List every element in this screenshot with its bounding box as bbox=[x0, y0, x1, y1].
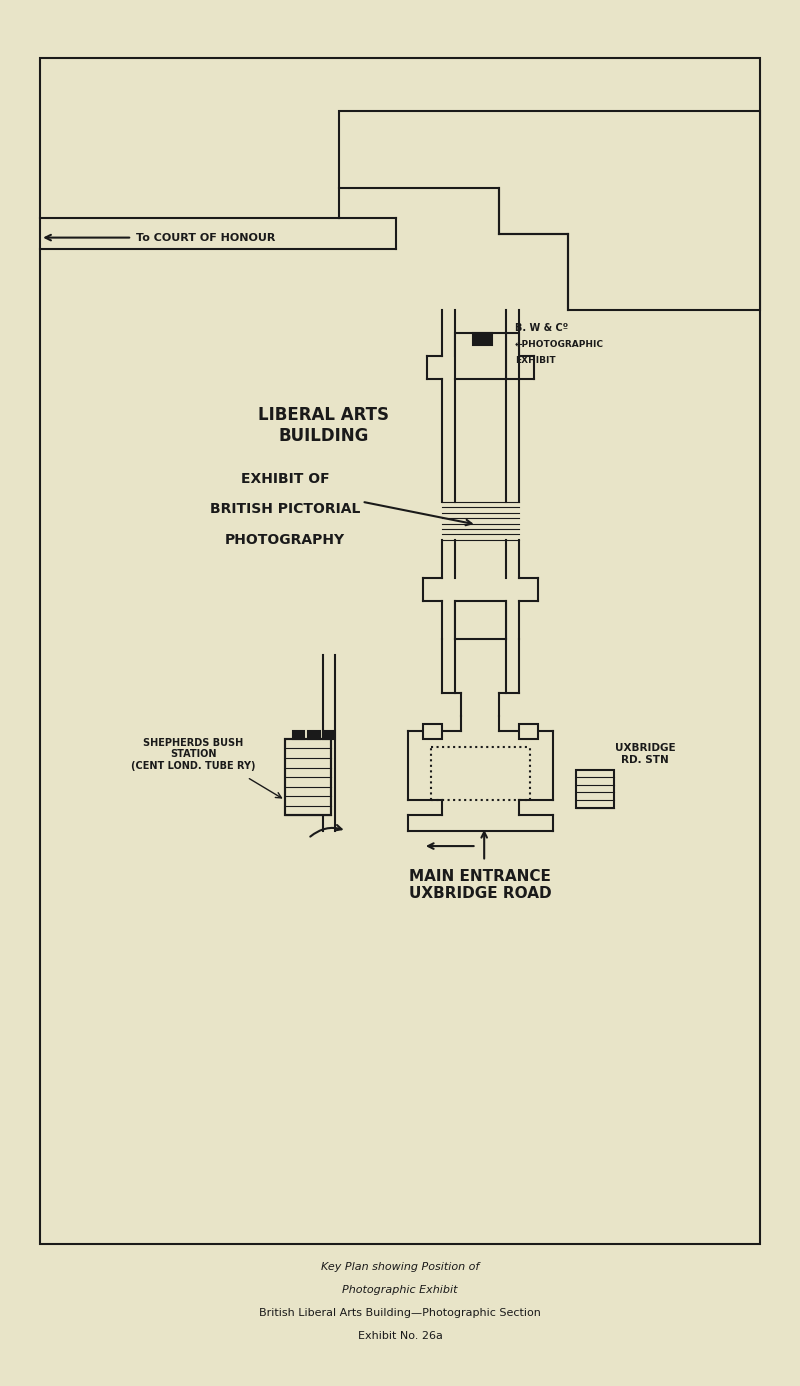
Text: Photographic Exhibit: Photographic Exhibit bbox=[342, 1285, 458, 1295]
Text: ←PHOTOGRAPHIC: ←PHOTOGRAPHIC bbox=[515, 340, 604, 349]
Text: BRITISH PICTORIAL: BRITISH PICTORIAL bbox=[210, 502, 360, 517]
Polygon shape bbox=[518, 723, 538, 739]
Text: British Liberal Arts Building—Photographic Section: British Liberal Arts Building—Photograph… bbox=[259, 1308, 541, 1318]
Text: Key Plan showing Position of: Key Plan showing Position of bbox=[321, 1263, 479, 1272]
Polygon shape bbox=[576, 769, 614, 808]
Polygon shape bbox=[455, 333, 506, 380]
Text: LIBERAL ARTS
BUILDING: LIBERAL ARTS BUILDING bbox=[258, 406, 389, 445]
Polygon shape bbox=[285, 739, 331, 815]
Polygon shape bbox=[338, 111, 760, 310]
Polygon shape bbox=[423, 723, 442, 739]
Text: PHOTOGRAPHY: PHOTOGRAPHY bbox=[225, 534, 346, 547]
Text: Exhibit No. 26a: Exhibit No. 26a bbox=[358, 1331, 442, 1340]
Text: EXHIBIT: EXHIBIT bbox=[515, 356, 555, 365]
Polygon shape bbox=[323, 732, 335, 739]
Text: To COURT OF HONOUR: To COURT OF HONOUR bbox=[136, 233, 275, 243]
Text: SHEPHERDS BUSH
STATION
(CENT LOND. TUBE RY): SHEPHERDS BUSH STATION (CENT LOND. TUBE … bbox=[131, 737, 255, 771]
Polygon shape bbox=[308, 732, 320, 739]
Polygon shape bbox=[455, 602, 506, 639]
Text: UXBRIDGE
RD. STN: UXBRIDGE RD. STN bbox=[614, 743, 675, 765]
Polygon shape bbox=[473, 333, 492, 345]
Text: MAIN ENTRANCE
UXBRIDGE ROAD: MAIN ENTRANCE UXBRIDGE ROAD bbox=[409, 869, 552, 901]
Text: EXHIBIT OF: EXHIBIT OF bbox=[241, 471, 330, 485]
Polygon shape bbox=[506, 333, 518, 380]
Polygon shape bbox=[293, 732, 304, 739]
Text: B. W & Cº: B. W & Cº bbox=[515, 323, 568, 333]
Bar bbox=[40, 58, 760, 1245]
